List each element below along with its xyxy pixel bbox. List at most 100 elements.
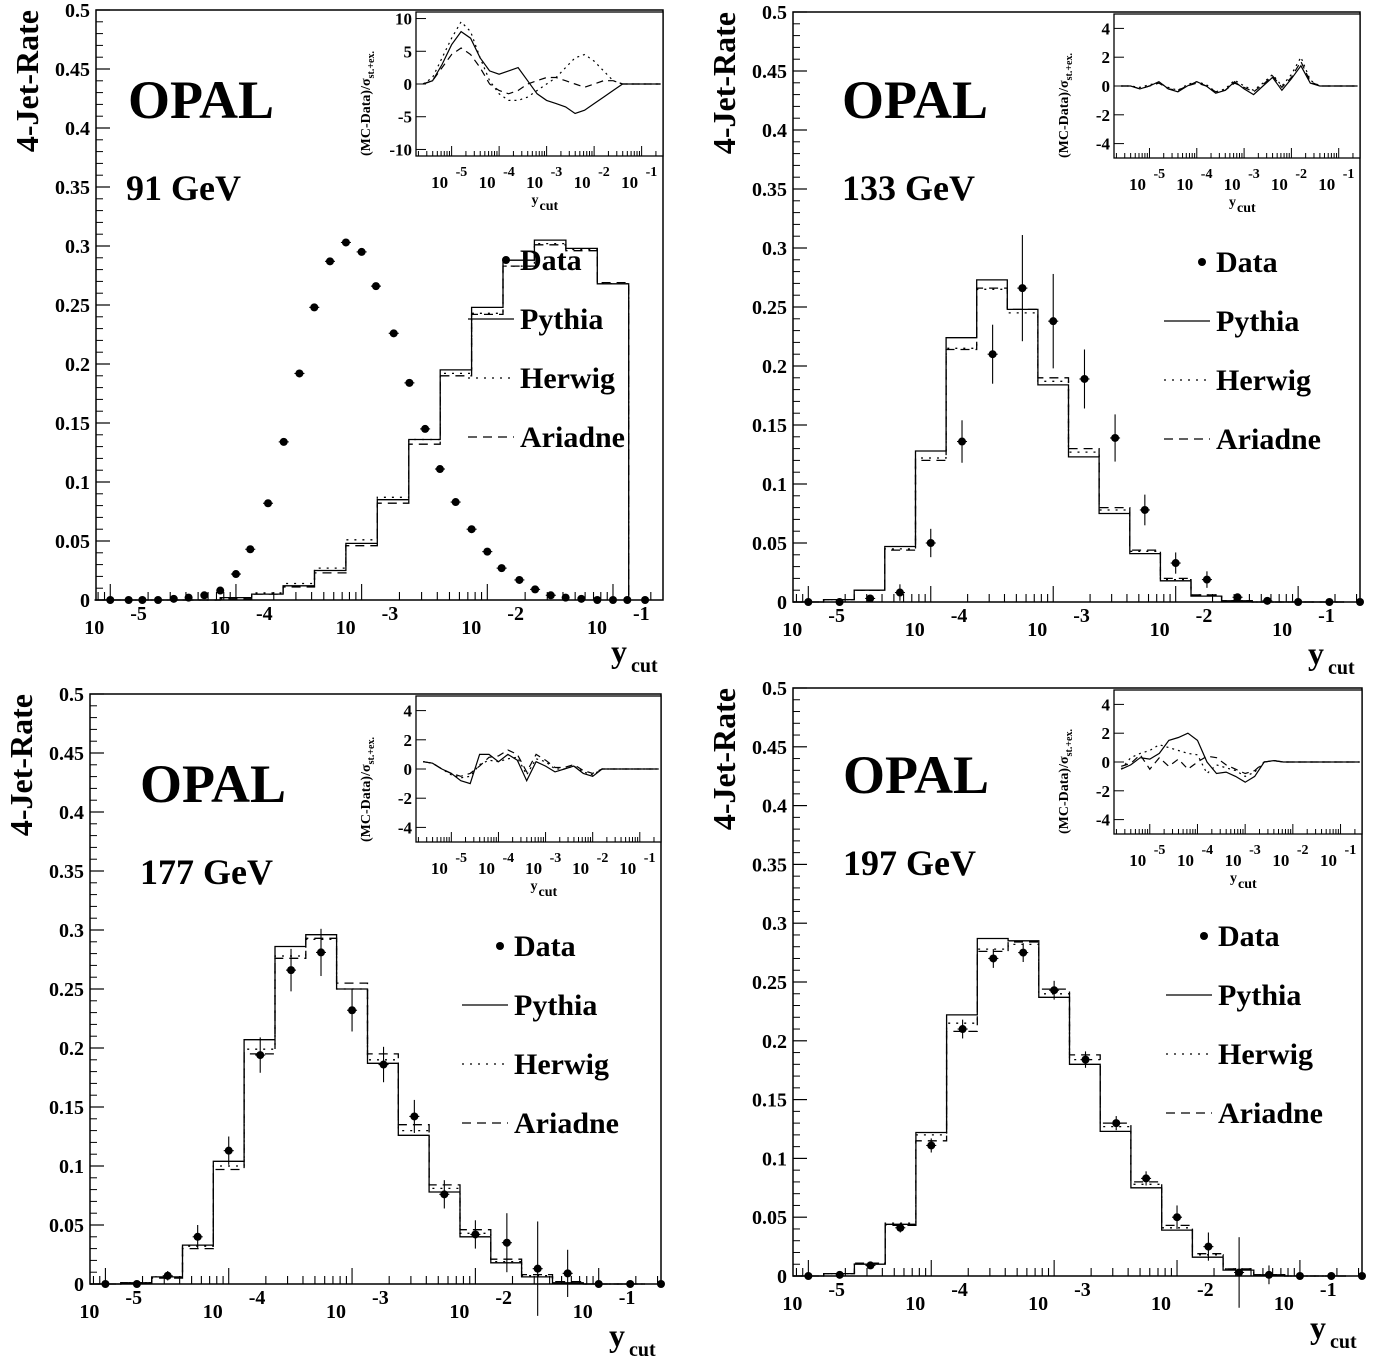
inset-x-tick-exponent: -2 bbox=[598, 165, 610, 180]
y-tick-label: 0.4 bbox=[762, 120, 787, 142]
inset-y-tick-label: 0 bbox=[1102, 77, 1111, 96]
inset-x-tick-exponent: -4 bbox=[502, 851, 514, 866]
x-tick-exponent: -4 bbox=[951, 605, 968, 627]
data-point bbox=[317, 948, 326, 957]
inset-y-tick-label: -4 bbox=[398, 818, 413, 837]
data-point bbox=[1171, 559, 1180, 568]
x-axis-label: y bbox=[611, 633, 627, 669]
data-point bbox=[608, 596, 617, 604]
y-tick-label: 0.35 bbox=[49, 861, 84, 883]
data-point bbox=[641, 596, 650, 604]
x-tick-label: 10 bbox=[336, 617, 356, 639]
data-point bbox=[531, 585, 540, 594]
data-point bbox=[310, 303, 319, 312]
x-tick-label: 10 bbox=[1150, 619, 1170, 641]
legend-label-ariadne: Ariadne bbox=[1218, 1097, 1323, 1130]
data-point bbox=[1019, 948, 1028, 957]
x-axis-label: y bbox=[609, 1317, 625, 1353]
experiment-label: OPAL bbox=[128, 70, 274, 130]
histogram-pythia bbox=[94, 239, 630, 601]
inset-x-axis-label-subscript: cut bbox=[540, 199, 559, 214]
data-point bbox=[896, 1223, 905, 1232]
data-point bbox=[927, 1141, 936, 1150]
inset-y-tick-label: -4 bbox=[1096, 135, 1111, 154]
inset-x-tick-exponent: -5 bbox=[455, 851, 467, 866]
x-tick-exponent: -2 bbox=[1196, 605, 1213, 627]
legend: Data Pythia Herwig Ariadne bbox=[468, 244, 625, 454]
inset-x-tick-label: 10 bbox=[1224, 175, 1241, 194]
data-point bbox=[357, 247, 366, 256]
inset-y-tick-label: 4 bbox=[404, 702, 413, 721]
inset-x-tick-exponent: -3 bbox=[550, 851, 562, 866]
y-tick-label: 0.05 bbox=[752, 533, 787, 555]
y-tick-label: 0.45 bbox=[49, 743, 84, 765]
data-point bbox=[287, 966, 296, 975]
legend-label-herwig: Herwig bbox=[520, 362, 615, 395]
inset-y-tick-label: -2 bbox=[1096, 106, 1110, 125]
x-tick-exponent: -4 bbox=[256, 603, 273, 625]
data-point bbox=[958, 1025, 967, 1034]
y-tick-label: 0.2 bbox=[59, 1038, 84, 1060]
inset-x-tick-label: 10 bbox=[1318, 175, 1335, 194]
x-tick-label: 10 bbox=[905, 619, 925, 641]
data-point bbox=[515, 575, 524, 584]
data-point bbox=[379, 1060, 388, 1069]
inset-y-tick-label: -4 bbox=[1096, 811, 1111, 830]
inset-x-tick-label: 10 bbox=[621, 173, 638, 192]
inset-x-tick-exponent: -3 bbox=[1248, 167, 1260, 182]
data-point bbox=[471, 1230, 480, 1239]
data-point bbox=[1358, 1272, 1366, 1280]
inset-x-tick-label: 10 bbox=[1320, 851, 1337, 870]
x-tick-label: 10 bbox=[782, 619, 802, 641]
y-tick-label: 0.3 bbox=[65, 236, 90, 258]
histogram-ariadne bbox=[94, 244, 630, 601]
legend-label-ariadne: Ariadne bbox=[1216, 423, 1321, 456]
inset-x-axis-label: y bbox=[1229, 195, 1236, 210]
inset-x-tick-label: 10 bbox=[1271, 175, 1288, 194]
legend-label-data: Data bbox=[520, 244, 582, 277]
legend-label-pythia: Pythia bbox=[514, 989, 597, 1022]
legend-label-data: Data bbox=[1218, 920, 1280, 953]
x-tick-label: 10 bbox=[210, 617, 230, 639]
x-tick-label: 10 bbox=[449, 1301, 469, 1323]
chart-panel-1: 0 0.05 0.1 0.15 0.2 0.25 0.3 0.35 0.4 0.45 0.5 10 -5… bbox=[9, 0, 664, 677]
y-tick-label: 0 bbox=[777, 592, 787, 614]
legend-label-data: Data bbox=[1216, 246, 1278, 279]
data-point bbox=[958, 437, 967, 446]
data-point bbox=[1235, 1268, 1244, 1277]
data-point bbox=[440, 1190, 449, 1199]
inset-x-axis-label: y bbox=[532, 193, 539, 208]
inset-x-axis-label: y bbox=[1230, 871, 1237, 886]
data-point bbox=[577, 594, 586, 603]
inset-x-tick-exponent: -1 bbox=[646, 165, 658, 180]
histogram-ariadne bbox=[793, 941, 1346, 1277]
x-tick-label: 10 bbox=[905, 1293, 925, 1315]
inset-x-tick-exponent: -5 bbox=[1154, 843, 1166, 858]
y-tick-label: 0.1 bbox=[65, 472, 90, 494]
data-point bbox=[279, 437, 288, 446]
inset-x-tick-label: 10 bbox=[479, 173, 496, 192]
y-axis-label: 4-Jet-Rate bbox=[3, 694, 39, 836]
data-point bbox=[216, 586, 225, 595]
data-point bbox=[1204, 1242, 1213, 1251]
x-axis-label-subscript: cut bbox=[629, 1339, 656, 1360]
x-tick-exponent: -2 bbox=[507, 603, 524, 625]
inset-x-tick-label: 10 bbox=[431, 173, 448, 192]
data-point bbox=[154, 596, 163, 604]
inset-y-tick-label: 2 bbox=[1102, 724, 1111, 743]
inset-x-tick-exponent: -2 bbox=[1295, 167, 1307, 182]
y-tick-label: 0.15 bbox=[55, 413, 90, 435]
inset-x-tick-label: 10 bbox=[1272, 851, 1289, 870]
data-point bbox=[200, 591, 209, 600]
y-tick-label: 0.25 bbox=[55, 295, 90, 317]
inset-x-tick-label: 10 bbox=[1176, 175, 1193, 194]
inset-x-tick-exponent: -3 bbox=[1249, 843, 1261, 858]
data-point bbox=[1111, 433, 1120, 442]
data-point bbox=[989, 954, 998, 963]
inset-x-tick-label: 10 bbox=[1129, 851, 1146, 870]
data-point bbox=[1173, 1213, 1182, 1222]
inset-x-tick-exponent: -4 bbox=[503, 165, 515, 180]
data-point bbox=[502, 1238, 511, 1247]
data-point bbox=[593, 596, 602, 604]
inset-x-tick-exponent: -1 bbox=[644, 851, 656, 866]
